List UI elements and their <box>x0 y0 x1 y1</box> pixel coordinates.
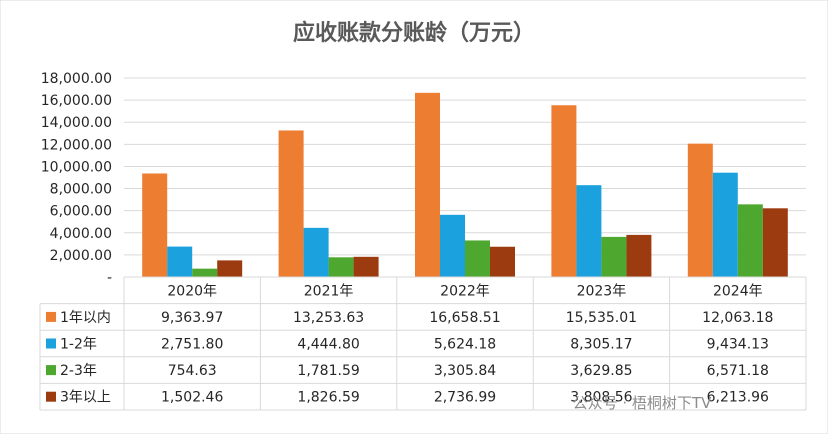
bar-2-1 <box>167 246 193 277</box>
watermark-text: 公众号 · 梧桐树下TV <box>573 394 712 412</box>
bar-1-1 <box>142 173 168 277</box>
bar-3-4 <box>601 236 627 277</box>
x-tick-label: 2020年 <box>167 283 217 299</box>
data-label: 6,213.96 <box>707 390 769 406</box>
y-tick-label: 10,000.00 <box>41 159 112 175</box>
y-tick-label: 4,000.00 <box>50 226 112 242</box>
chart-title: 应收账款分账龄（万元） <box>293 20 535 46</box>
legend-swatch <box>46 365 56 376</box>
bar-4-1 <box>217 260 243 277</box>
legend-swatch <box>46 391 56 402</box>
legend-label: 3年以上 <box>60 390 111 406</box>
data-label: 3,305.84 <box>434 363 496 379</box>
data-label: 15,535.01 <box>566 310 637 326</box>
bar-4-4 <box>626 234 652 277</box>
data-label: 13,253.63 <box>293 310 364 326</box>
x-tick-label: 2022年 <box>440 283 490 299</box>
y-tick-label: 16,000.00 <box>41 93 112 109</box>
data-label: 6,571.18 <box>707 363 769 379</box>
x-tick-label: 2021年 <box>304 283 354 299</box>
bar-1-5 <box>687 143 713 277</box>
bar-2-3 <box>440 214 465 277</box>
y-axis-tick-labels: - 2,000.00 4,000.00 6,000.00 8,000.00 10,000.… <box>41 71 112 286</box>
data-label: 3,629.85 <box>570 363 632 379</box>
bar-2-2 <box>303 227 329 277</box>
bar-4-5 <box>762 208 788 277</box>
data-table: 2020年 2021年 2022年 2023年 2024年 1年以内 9,363.97 13,… <box>39 276 807 411</box>
data-label: 16,658.51 <box>429 310 500 326</box>
bar-1-2 <box>278 130 304 277</box>
bar-3-2 <box>328 257 354 277</box>
legend-swatch <box>46 338 56 349</box>
data-label: 2,736.99 <box>434 390 496 406</box>
y-tick-label: 8,000.00 <box>50 182 112 198</box>
data-label: 4,444.80 <box>297 337 359 353</box>
bar-4-3 <box>490 246 515 277</box>
data-label: 9,434.13 <box>707 337 769 353</box>
y-tick-label: 2,000.00 <box>50 248 112 264</box>
x-tick-label: 2024年 <box>713 283 763 299</box>
legend-swatch <box>46 311 56 322</box>
legend-label: 1-2年 <box>60 337 97 353</box>
bar-3-3 <box>465 240 490 277</box>
bar-2-5 <box>712 172 738 277</box>
bar-3-1 <box>192 268 218 277</box>
bar-4-2 <box>353 256 379 277</box>
data-label: 8,305.17 <box>570 337 632 353</box>
y-tick-label: 12,000.00 <box>41 137 112 153</box>
data-label: 1,502.46 <box>161 390 223 406</box>
legend-label: 2-3年 <box>60 363 97 379</box>
bar-1-4 <box>551 105 577 277</box>
y-tick-label: 14,000.00 <box>41 115 112 131</box>
data-label: 2,751.80 <box>161 337 223 353</box>
y-tick-label: - <box>107 270 112 286</box>
data-label: 5,624.18 <box>434 337 496 353</box>
bar-1-3 <box>415 92 440 277</box>
data-label: 754.63 <box>168 363 217 379</box>
y-tick-label: 6,000.00 <box>50 204 112 220</box>
bar-3-5 <box>737 204 763 277</box>
data-label: 3,808.56 <box>570 390 632 406</box>
data-label: 1,781.59 <box>297 363 359 379</box>
data-label: 9,363.97 <box>161 310 223 326</box>
x-tick-label: 2023年 <box>577 283 627 299</box>
bar-2-4 <box>576 185 602 277</box>
legend-label: 1年以内 <box>60 310 111 326</box>
data-label: 1,826.59 <box>297 390 359 406</box>
y-tick-label: 18,000.00 <box>41 71 112 87</box>
bars <box>142 92 788 277</box>
data-label: 12,063.18 <box>702 310 773 326</box>
